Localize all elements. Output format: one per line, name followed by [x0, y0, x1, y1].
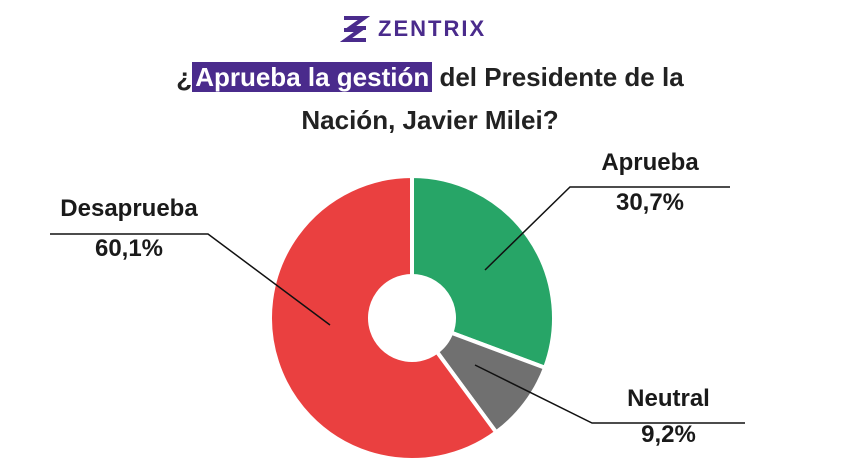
leader-line — [474, 364, 745, 424]
value-label: 9,2% — [641, 421, 696, 448]
title-part: ¿ — [176, 62, 193, 92]
leader-line — [50, 233, 331, 326]
title-highlight: Aprueba la gestión — [192, 62, 433, 92]
title-part: del Presidente de la Nación, Javier Mile… — [301, 62, 684, 135]
chart-title: ¿ Aprueba la gestión del Presidente de la… — [145, 56, 715, 142]
leader-line — [484, 186, 730, 271]
slice-label: Aprueba — [601, 149, 699, 176]
logo-icon — [340, 16, 370, 42]
value-label: 60,1% — [95, 235, 163, 262]
brand-name: ZENTRIX — [378, 16, 487, 41]
brand: ZENTRIX — [340, 14, 486, 44]
donut-slice — [268, 173, 499, 461]
slice-label: Neutral — [627, 385, 710, 412]
value-label: 30,7% — [616, 189, 684, 216]
donut-slice — [410, 173, 556, 371]
slice-label: Desaprueba — [60, 195, 198, 222]
